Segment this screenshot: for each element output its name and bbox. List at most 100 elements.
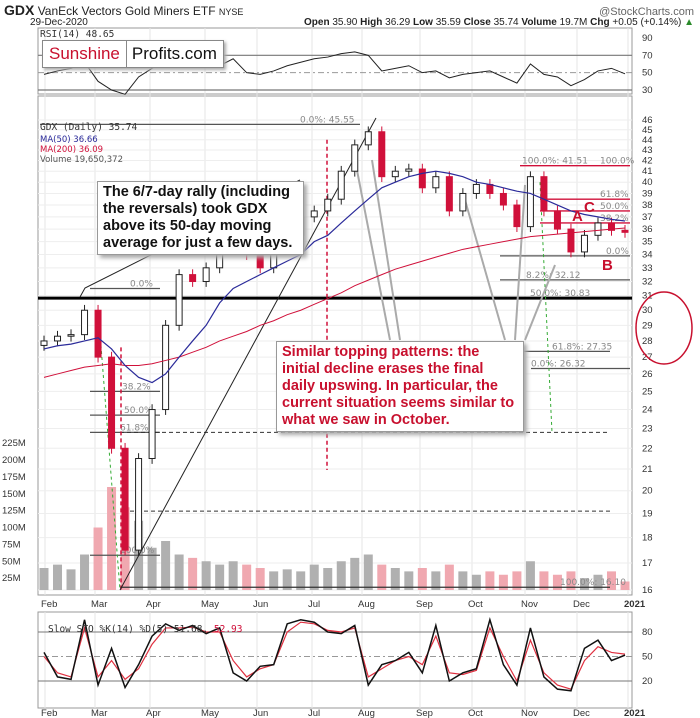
letter-a: A (572, 208, 583, 225)
exchange: NYSE (218, 7, 244, 17)
volume-bar (269, 571, 279, 590)
volume-bar (107, 487, 117, 590)
volume-bar (309, 564, 319, 590)
ma50-line (43, 170, 626, 384)
source: @StockCharts.com (599, 6, 694, 18)
letter-c: C (584, 199, 595, 216)
fib-label: 38.2% (122, 382, 151, 392)
rsi-tick: 90 (642, 33, 653, 44)
candle-body (310, 210, 318, 218)
title: GDX VanEck Vectors Gold Miners ETF NYSE (4, 2, 243, 18)
low-value: 35.59 (435, 17, 461, 28)
candle-body (445, 176, 453, 212)
candle-body (486, 183, 494, 194)
candle-body (189, 274, 197, 283)
price-tick: 43 (642, 145, 653, 156)
volume-bar (471, 574, 481, 590)
rally-annotation: The 6/7-day rally (including the reversa… (97, 181, 304, 255)
price-tick: 21 (642, 464, 653, 475)
volume-bar (228, 561, 238, 590)
volume-bar (39, 568, 49, 590)
legend-volume: Volume 19,650,372 (40, 155, 123, 165)
sto-tick: 20 (642, 676, 653, 687)
candle-body (621, 229, 629, 233)
ma200-line (43, 227, 626, 378)
letter-b: B (602, 257, 613, 274)
price-tick: 41 (642, 166, 653, 177)
month-label-top: Mar (91, 599, 107, 610)
candle-body (567, 228, 575, 253)
rsi-tick: 30 (642, 85, 653, 96)
candle-body (526, 176, 534, 228)
month-label-bottom: Jul (308, 708, 320, 718)
candle-body (553, 210, 561, 230)
volume-tick: 25M (2, 573, 21, 584)
candle-body (108, 356, 116, 449)
price-tick: 31 (642, 291, 653, 302)
volume-bar (552, 574, 562, 590)
topping-pointer-line (524, 264, 556, 341)
volume-bar (458, 571, 468, 590)
price-tick: 16 (642, 585, 653, 596)
volume-bar (404, 571, 414, 590)
sto-panel (38, 617, 632, 692)
close-value: 35.74 (493, 17, 519, 28)
fib-label: 100.0%: 41.51 (522, 157, 588, 167)
price-tick: 29 (642, 320, 653, 331)
month-label-bottom: Oct (468, 708, 483, 718)
candle-body (459, 192, 467, 212)
price-tick: 25 (642, 386, 653, 397)
price-tick: 20 (642, 486, 653, 497)
month-label-bottom: Nov (521, 708, 538, 718)
volume-bar (620, 581, 630, 590)
candle-body (540, 176, 548, 212)
candle-body (148, 409, 156, 460)
volume-bar (188, 557, 198, 590)
price-tick: 36 (642, 224, 653, 235)
candle-body (324, 198, 332, 212)
volume-bar (174, 554, 184, 590)
candle-body (40, 340, 48, 346)
open-value: 35.90 (332, 17, 358, 28)
volume-tick: 225M (2, 438, 26, 449)
candle-body (513, 204, 521, 228)
candle-body (94, 309, 102, 358)
fib-label: 61.8%: 27.35 (552, 342, 612, 352)
price-tick: 23 (642, 423, 653, 434)
price-tick: 26 (642, 369, 653, 380)
legend-ma50: MA(50) 36.66 (40, 135, 98, 145)
fib-label: 8.2%: 32.12 (526, 271, 581, 281)
candle-body (607, 222, 615, 231)
legend-price: GDX (Daily) 35.74 (40, 122, 138, 133)
sto-label-d: 52.93 (214, 624, 243, 635)
sto-d-line (43, 621, 626, 690)
sunshine-profits-logo: Sunshine Profits.com (42, 40, 224, 68)
price-tick: 40 (642, 177, 653, 188)
moving-averages (43, 170, 626, 384)
volume-tick: 200M (2, 455, 26, 466)
volume-bar (161, 541, 171, 590)
price-tick: 30 (642, 305, 653, 316)
volume-bar (593, 574, 603, 590)
price-tick: 42 (642, 155, 653, 166)
fib-label: 50.0% (124, 406, 153, 416)
month-label-top: Apr (146, 599, 161, 610)
trend-line (119, 117, 377, 591)
candle-body (337, 170, 345, 200)
candle-body (351, 144, 359, 172)
month-label-bottom: Sep (416, 708, 433, 718)
volume-bar (201, 561, 211, 590)
volume-bar (431, 571, 441, 590)
date: 29-Dec-2020 (30, 17, 88, 28)
volume-bar (485, 571, 495, 590)
volume-bar (498, 574, 508, 590)
volume-bar (282, 569, 292, 590)
volume-tick: 75M (2, 539, 21, 550)
candle-body (202, 267, 210, 283)
up-arrow-icon: ▲ (684, 17, 694, 28)
rsi-tick: 50 (642, 68, 653, 79)
candle-body (135, 458, 143, 551)
candle-body (121, 447, 129, 551)
open-label: Open (304, 17, 330, 28)
